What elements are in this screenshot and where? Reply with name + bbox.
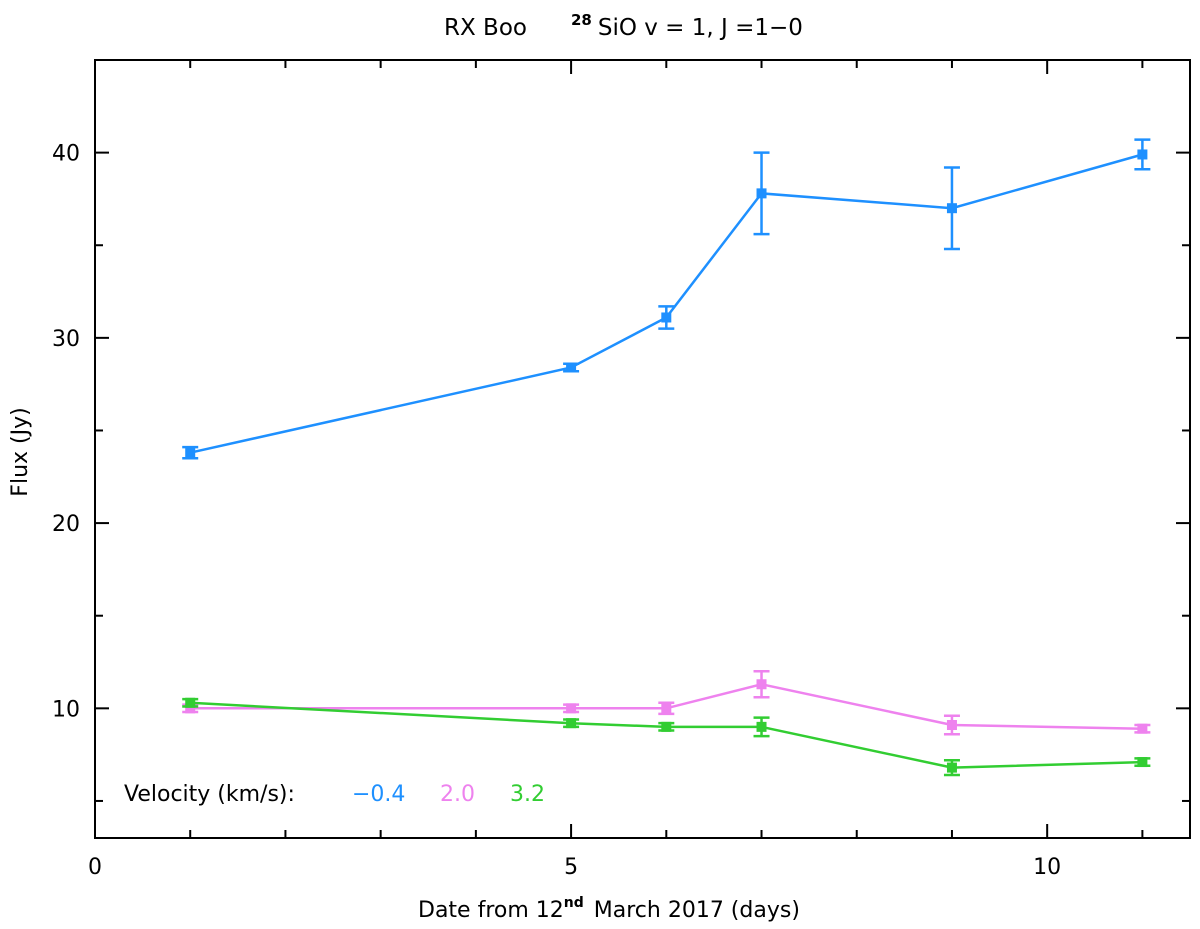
data-point bbox=[946, 762, 957, 773]
x-axis-label-suffix: March 2017 (days) bbox=[594, 898, 800, 923]
x-tick-label: 0 bbox=[88, 855, 102, 880]
y-tick-label: 20 bbox=[52, 512, 80, 537]
data-point bbox=[1137, 149, 1148, 160]
data-point bbox=[661, 312, 672, 323]
data-point bbox=[946, 203, 957, 214]
legend-entry-2: 2.0 bbox=[440, 782, 475, 807]
series-1 bbox=[182, 138, 1151, 460]
legend-entry-3: 3.2 bbox=[510, 782, 545, 807]
legend: Velocity (km/s): −0.4 2.0 3.2 bbox=[124, 782, 545, 807]
chart-title-isotope: 28 bbox=[571, 11, 592, 29]
data-point bbox=[185, 703, 196, 714]
data-point bbox=[946, 720, 957, 731]
series-line bbox=[189, 153, 1143, 454]
series-2 bbox=[182, 670, 1151, 736]
data-point bbox=[756, 188, 767, 199]
series-line bbox=[190, 701, 1143, 769]
data-point bbox=[185, 697, 196, 708]
chart-title: RX Boo 28 SiO v = 1, J =1−0 bbox=[444, 11, 803, 41]
data-point bbox=[566, 703, 577, 714]
chart-title-object: RX Boo bbox=[444, 15, 527, 41]
x-tick-label: 5 bbox=[564, 855, 578, 880]
x-axis-label-prefix: Date from 12 bbox=[418, 898, 564, 923]
x-tick-label: 10 bbox=[1033, 855, 1061, 880]
plot-frame bbox=[94, 59, 1191, 839]
legend-label: Velocity (km/s): bbox=[124, 782, 295, 807]
data-point bbox=[185, 447, 196, 458]
data-point bbox=[1137, 757, 1148, 768]
data-series bbox=[182, 138, 1151, 777]
y-tick-label: 10 bbox=[52, 697, 80, 722]
legend-entry-1: −0.4 bbox=[352, 782, 405, 807]
series-3 bbox=[182, 697, 1151, 777]
data-point bbox=[756, 679, 767, 690]
y-tick-label: 30 bbox=[52, 327, 80, 352]
data-point bbox=[566, 718, 577, 729]
series-line bbox=[190, 683, 1143, 730]
y-axis-label: Flux (Jy) bbox=[8, 407, 33, 496]
data-point bbox=[756, 721, 767, 732]
x-axis-label-sup: nd bbox=[564, 895, 584, 911]
axes: 0 5 10 10 20 30 40 bbox=[52, 59, 1190, 880]
chart-title-line: SiO v = 1, J =1−0 bbox=[598, 15, 803, 41]
data-point bbox=[661, 721, 672, 732]
y-tick-label: 40 bbox=[52, 142, 80, 167]
x-axis-label: Date from 12nd March 2017 (days) bbox=[418, 895, 800, 923]
data-point bbox=[566, 362, 577, 373]
data-point bbox=[661, 703, 672, 714]
data-point bbox=[1137, 723, 1148, 734]
